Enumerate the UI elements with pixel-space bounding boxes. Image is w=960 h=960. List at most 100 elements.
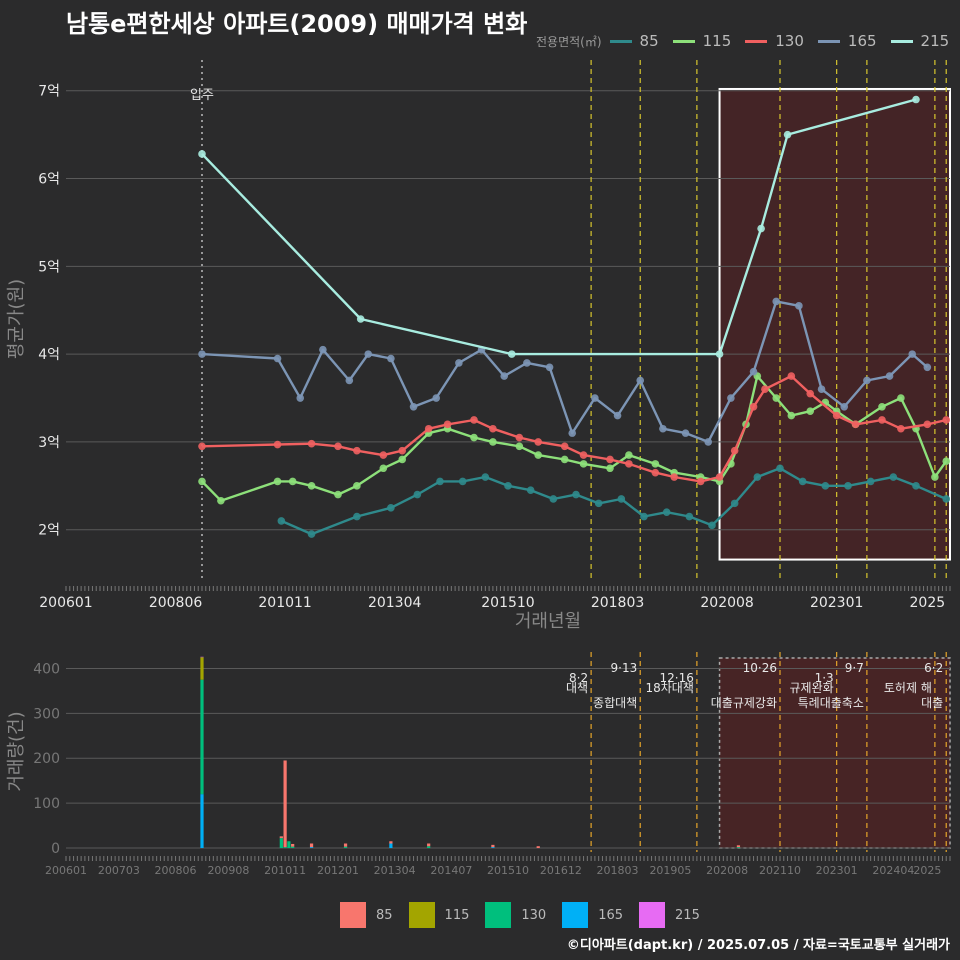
series-85: [277, 464, 951, 538]
data-point-115: [198, 477, 206, 486]
data-point-115: [288, 477, 297, 486]
legend-title: 전용면적(㎡): [536, 34, 602, 49]
data-point-165: [704, 438, 713, 446]
volume-bar-130: [283, 847, 287, 848]
data-point-115: [353, 482, 361, 490]
data-point-130: [470, 416, 478, 424]
volume-x-tick-label: 200703: [98, 864, 140, 877]
data-point-130: [273, 440, 282, 449]
volume-bar-130: [427, 846, 431, 848]
data-point-85: [776, 464, 784, 473]
volume-bar-85: [343, 843, 348, 847]
data-point-165: [885, 372, 894, 380]
volume-x-tick-label: 200908: [207, 864, 249, 877]
volume-bar-130: [200, 679, 204, 795]
data-point-115: [806, 407, 815, 415]
y-tick-label: 6억: [38, 172, 60, 188]
volume-bar-stack: [736, 845, 741, 848]
y-axis-title: 평균가(원): [6, 279, 27, 359]
legend-item-165: 165: [817, 32, 887, 50]
x-tick-label: 202301: [810, 595, 863, 611]
data-point-165: [273, 354, 282, 363]
data-point-115: [470, 433, 478, 442]
data-point-130: [730, 446, 739, 455]
y-tick-label: 3억: [38, 435, 60, 451]
series-165: [198, 297, 932, 446]
series-215: [198, 95, 920, 358]
data-point-215: [198, 150, 206, 158]
volume-y-tick-label: 400: [33, 661, 60, 677]
volume-x-tick-label: 202301: [816, 864, 858, 877]
data-point-115: [398, 455, 407, 464]
volume-legend-swatch: [408, 902, 435, 928]
policy-date-label: 9·7: [845, 661, 864, 675]
volume-y-tick-label: 300: [33, 706, 60, 722]
volume-bar-85: [491, 844, 495, 848]
policy-date-label: 10·26: [743, 661, 777, 675]
volume-y-tick-label: 100: [33, 796, 60, 812]
move-in-label: 입주: [190, 88, 214, 103]
source-footer: ©디아파트(dapt.kr) / 2025.07.05 / 자료=국토교통부 실…: [566, 938, 950, 953]
x-tick-label: 200806: [149, 595, 203, 611]
series-line-85: [280, 467, 947, 536]
data-point-165: [568, 429, 577, 437]
policy-date-label: 9·13: [611, 661, 638, 675]
volume-x-tick-label: 202008: [706, 864, 748, 877]
data-point-130: [878, 416, 886, 424]
data-point-165: [345, 376, 354, 385]
data-point-85: [277, 517, 286, 525]
volume-x-tick-label: 201612: [540, 864, 582, 877]
volume-bar-stack: [343, 843, 348, 848]
data-point-85: [572, 490, 580, 499]
policy-event-label: 대출규제강화: [711, 696, 777, 710]
legend-item-85: 85: [609, 32, 669, 50]
data-point-165: [840, 402, 849, 411]
volume-bar-stack: [536, 846, 540, 848]
top-legend: 전용면적(㎡) 85 115 130 165 215: [536, 30, 959, 52]
volume-bar-115: [200, 657, 204, 680]
data-point-85: [912, 482, 920, 490]
data-point-165: [387, 354, 395, 363]
data-point-165: [545, 363, 554, 372]
top-legend-items: 85 115 130 165 215: [606, 32, 960, 50]
volume-bar-stack: [427, 843, 431, 848]
policy-event-label: 규제완화: [789, 681, 833, 695]
chart-title: 남통e편한세상 아파트(2009) 매매가격 변화: [66, 10, 528, 38]
volume-bar-stack: [200, 656, 204, 848]
legend-item-215: 215: [890, 32, 960, 50]
data-point-165: [659, 424, 667, 433]
series-130: [198, 372, 951, 486]
data-point-85: [662, 508, 671, 516]
data-point-215: [507, 350, 516, 358]
volume-bar-165: [491, 847, 495, 848]
x-tick-label: 201304: [368, 595, 422, 611]
volume-bar-130: [291, 846, 295, 848]
policy-event-label: 대책: [566, 680, 588, 695]
volume-x-tick-label: 202404: [872, 864, 914, 877]
y-tick-label: 7억: [38, 84, 60, 100]
data-point-115: [579, 460, 588, 468]
data-point-130: [715, 473, 724, 481]
data-point-130: [424, 424, 433, 433]
volume-bar-85: [736, 845, 741, 848]
data-point-215: [783, 130, 792, 139]
legend-label: 115: [702, 32, 732, 50]
legend-swatch: [609, 39, 632, 43]
volume-bar-130: [279, 838, 283, 848]
data-point-85: [594, 499, 603, 508]
data-point-165: [296, 394, 305, 402]
data-point-130: [942, 416, 951, 424]
data-point-115: [515, 442, 524, 451]
data-point-165: [908, 350, 917, 358]
volume-y-tick-label: 200: [33, 751, 60, 767]
data-point-85: [413, 490, 422, 499]
highlight-region: [718, 87, 951, 561]
policy-event-label: 대출: [921, 696, 943, 710]
data-point-115: [534, 451, 543, 459]
data-point-115: [489, 438, 497, 446]
volume-legend-label: 85: [376, 907, 393, 923]
volume-bar-85: [427, 843, 431, 847]
data-point-215: [912, 95, 920, 104]
y-tick-label: 5억: [38, 259, 60, 275]
policy-date-label: 1·3: [815, 671, 834, 685]
